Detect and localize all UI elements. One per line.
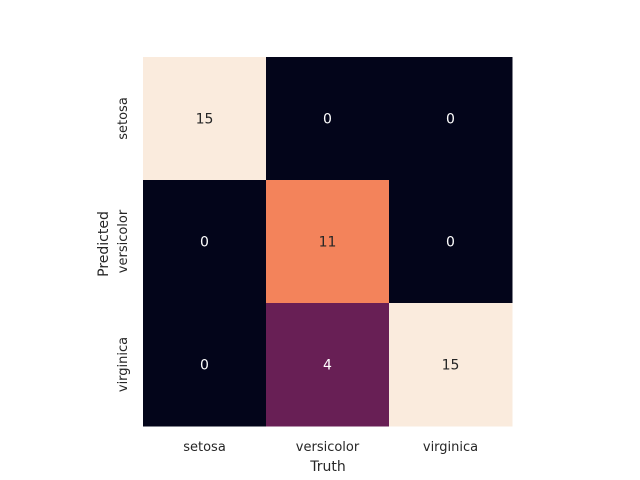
heatmap-cell — [389, 57, 513, 181]
heatmap-cell — [143, 57, 267, 181]
heatmap-cell — [266, 180, 390, 304]
heatmap-cell-value: 15 — [196, 112, 214, 128]
x-axis-label: Truth — [309, 459, 346, 475]
heatmap-cell — [143, 180, 267, 304]
heatmap-cell-value: 15 — [442, 358, 460, 374]
x-tick-label: setosa — [183, 440, 226, 455]
heatmap-cell-value: 0 — [200, 358, 209, 374]
y-tick-label: versicolor — [116, 209, 131, 273]
heatmap-cell-labels: 15 0 0 0 11 0 0 4 15 — [196, 112, 460, 374]
heatmap-cell-value: 0 — [446, 235, 455, 251]
heatmap-cell-value: 0 — [446, 112, 455, 128]
heatmap-cell-value: 11 — [319, 235, 337, 251]
heatmap-cell — [143, 303, 267, 427]
x-tick-labels: setosa versicolor virginica — [183, 440, 478, 455]
y-tick-labels: setosa versicolor virginica — [116, 97, 131, 392]
heatmap-cell-value: 0 — [200, 235, 209, 251]
heatmap-cell — [266, 57, 390, 181]
heatmap-cell-value: 0 — [323, 112, 332, 128]
heatmap-cell-value: 4 — [323, 358, 332, 374]
heatmap-cell — [389, 180, 513, 304]
y-tick-label: virginica — [116, 337, 131, 392]
y-tick-label: setosa — [116, 97, 131, 140]
y-axis-label: Predicted — [96, 211, 112, 277]
x-tick-label: versicolor — [296, 440, 360, 455]
heatmap-cell — [266, 303, 390, 427]
heatmap-cell — [389, 303, 513, 427]
x-tick-label: virginica — [423, 440, 478, 455]
heatmap-cells — [143, 57, 513, 427]
